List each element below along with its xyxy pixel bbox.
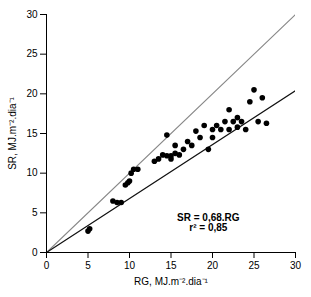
svg-text:0: 0 bbox=[44, 260, 50, 271]
svg-text:30: 30 bbox=[26, 9, 38, 20]
svg-text:20: 20 bbox=[26, 88, 38, 99]
svg-text:SR, MJ.m⁻².dia⁻¹: SR, MJ.m⁻².dia⁻¹ bbox=[7, 96, 18, 169]
svg-text:25: 25 bbox=[248, 260, 260, 271]
svg-text:15: 15 bbox=[26, 128, 38, 139]
svg-text:15: 15 bbox=[165, 260, 177, 271]
svg-text:5: 5 bbox=[32, 207, 38, 218]
svg-text:10: 10 bbox=[26, 167, 38, 178]
svg-text:RG, MJ.m⁻².dia⁻¹: RG, MJ.m⁻².dia⁻¹ bbox=[134, 276, 208, 287]
svg-text:SR = 0,68.RGr² = 0,85: SR = 0,68.RGr² = 0,85 bbox=[177, 212, 240, 233]
svg-text:0: 0 bbox=[32, 247, 38, 258]
svg-text:5: 5 bbox=[85, 260, 91, 271]
svg-text:30: 30 bbox=[290, 260, 302, 271]
svg-text:25: 25 bbox=[26, 48, 38, 59]
svg-text:20: 20 bbox=[207, 260, 219, 271]
svg-text:10: 10 bbox=[124, 260, 136, 271]
